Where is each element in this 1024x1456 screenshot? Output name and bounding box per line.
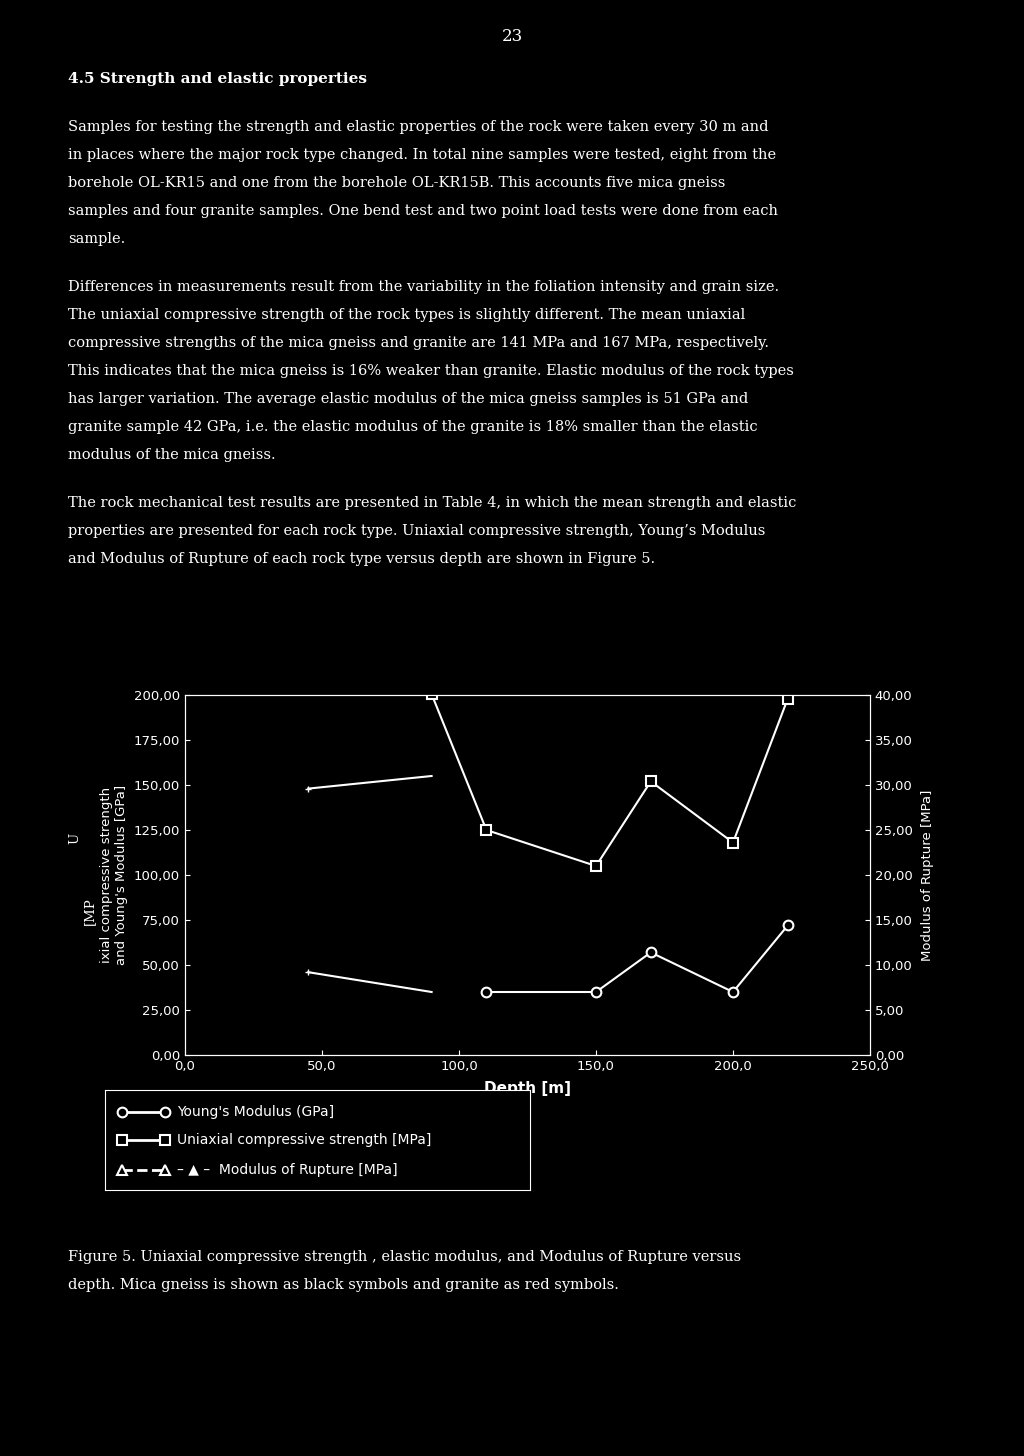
X-axis label: Depth [m]: Depth [m] <box>484 1082 571 1096</box>
Text: borehole OL-KR15 and one from the borehole OL-KR15B. This accounts five mica gne: borehole OL-KR15 and one from the boreho… <box>68 176 725 189</box>
Text: Samples for testing the strength and elastic properties of the rock were taken e: Samples for testing the strength and ela… <box>68 119 768 134</box>
Text: and Modulus of Rupture of each rock type versus depth are shown in Figure 5.: and Modulus of Rupture of each rock type… <box>68 552 655 566</box>
Text: sample.: sample. <box>68 232 125 246</box>
Text: This indicates that the mica gneiss is 16% weaker than granite. Elastic modulus : This indicates that the mica gneiss is 1… <box>68 364 794 379</box>
Text: samples and four granite samples. One bend test and two point load tests were do: samples and four granite samples. One be… <box>68 204 778 218</box>
Y-axis label: Modulus of Rupture [MPa]: Modulus of Rupture [MPa] <box>921 789 934 961</box>
Text: 4.5 Strength and elastic properties: 4.5 Strength and elastic properties <box>68 71 367 86</box>
Text: – ▲ –  Modulus of Rupture [MPa]: – ▲ – Modulus of Rupture [MPa] <box>177 1163 398 1176</box>
Text: compressive strengths of the mica gneiss and granite are 141 MPa and 167 MPa, re: compressive strengths of the mica gneiss… <box>68 336 769 349</box>
Text: Differences in measurements result from the variability in the foliation intensi: Differences in measurements result from … <box>68 280 779 294</box>
Text: depth. Mica gneiss is shown as black symbols and granite as red symbols.: depth. Mica gneiss is shown as black sym… <box>68 1278 618 1291</box>
Text: U: U <box>69 833 82 844</box>
Text: The uniaxial compressive strength of the rock types is slightly different. The m: The uniaxial compressive strength of the… <box>68 309 745 322</box>
Text: Uniaxial compressive strength [MPa]: Uniaxial compressive strength [MPa] <box>177 1133 432 1147</box>
Text: in places where the major rock type changed. In total nine samples were tested, : in places where the major rock type chan… <box>68 149 776 162</box>
Text: Young's Modulus (GPa]: Young's Modulus (GPa] <box>177 1105 335 1120</box>
Text: [MP: [MP <box>84 897 96 925</box>
Text: 23: 23 <box>502 28 522 45</box>
Text: The rock mechanical test results are presented in Table 4, in which the mean str: The rock mechanical test results are pre… <box>68 496 797 510</box>
Text: properties are presented for each rock type. Uniaxial compressive strength, Youn: properties are presented for each rock t… <box>68 524 765 539</box>
Text: granite sample 42 GPa, i.e. the elastic modulus of the granite is 18% smaller th: granite sample 42 GPa, i.e. the elastic … <box>68 419 758 434</box>
Text: has larger variation. The average elastic modulus of the mica gneiss samples is : has larger variation. The average elasti… <box>68 392 749 406</box>
Y-axis label: ixial compressive strength
and Young's Modulus [GPa]: ixial compressive strength and Young's M… <box>100 785 128 965</box>
Text: Figure 5. Uniaxial compressive strength , elastic modulus, and Modulus of Ruptur: Figure 5. Uniaxial compressive strength … <box>68 1251 741 1264</box>
Text: modulus of the mica gneiss.: modulus of the mica gneiss. <box>68 448 275 462</box>
